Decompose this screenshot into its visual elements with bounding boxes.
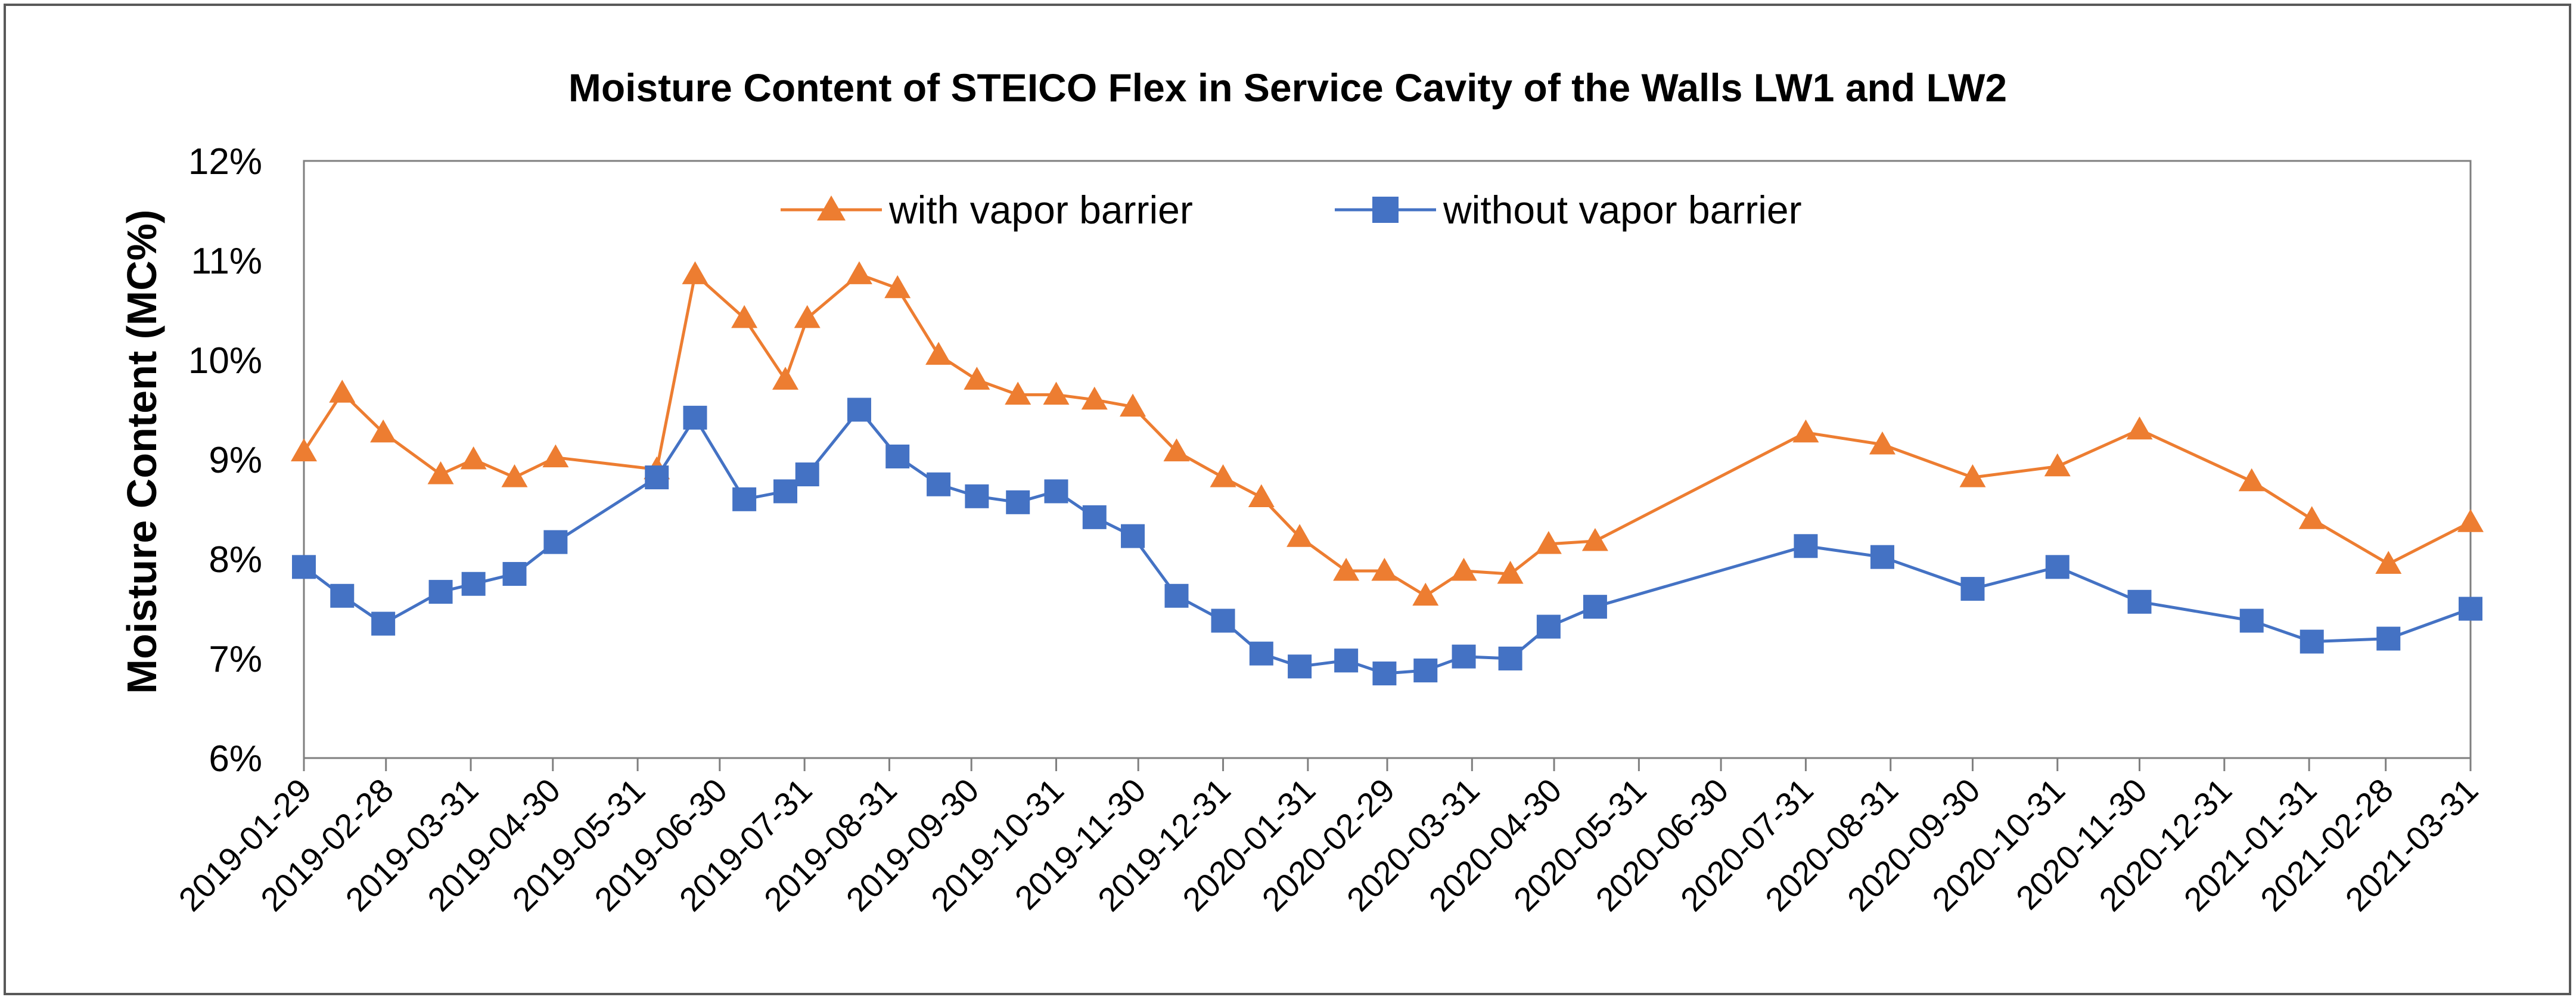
data-point-square [502, 562, 527, 586]
data-point-triangle [772, 367, 798, 390]
y-tick-label: 6% [209, 738, 262, 779]
data-point-square [965, 484, 989, 508]
data-point-square [1794, 534, 1818, 558]
data-point-triangle [2126, 416, 2153, 440]
data-point-square [543, 530, 568, 554]
data-point-triangle [1043, 381, 1070, 405]
chart-frame [4, 4, 2571, 995]
data-point-triangle [1869, 431, 1896, 455]
data-point-square [2376, 626, 2401, 651]
data-point-triangle [682, 261, 709, 284]
data-point-square [773, 479, 797, 504]
data-point-square [2045, 555, 2069, 579]
data-point-triangle [460, 446, 487, 470]
legend: with vapor barrier without vapor barrier [781, 188, 1802, 232]
data-point-square [1249, 641, 1273, 666]
data-point-triangle [884, 275, 911, 299]
data-point-square [1044, 479, 1068, 504]
chart-title: Moisture Content of STEICO Flex in Servi… [568, 66, 2007, 110]
data-point-triangle [964, 367, 990, 390]
data-point-triangle [427, 461, 454, 485]
series-line [303, 408, 2471, 675]
data-point-triangle [925, 341, 952, 365]
data-point-square [461, 572, 486, 596]
data-point-triangle [2238, 468, 2265, 492]
legend-label: without vapor barrier [1443, 188, 1802, 232]
data-point-square [1452, 644, 1476, 669]
data-point-triangle [1005, 381, 1031, 405]
data-point-square [371, 611, 396, 636]
y-tick-label: 12% [188, 141, 262, 182]
data-point-square [428, 580, 453, 604]
data-point-square [1288, 654, 1312, 679]
data-point-triangle [1959, 464, 1986, 487]
data-point-square [2127, 589, 2152, 614]
data-point-triangle [1412, 582, 1439, 606]
data-point-square [885, 444, 910, 468]
y-tick-label: 10% [188, 340, 262, 381]
data-point-triangle [846, 261, 872, 284]
data-point-triangle [291, 438, 317, 462]
y-tick-label: 7% [209, 639, 262, 680]
data-point-square [645, 465, 669, 490]
data-point-square [732, 487, 757, 511]
data-point-triangle [1581, 527, 1608, 551]
data-point-square [1583, 595, 1607, 619]
data-point-triangle [370, 419, 397, 443]
y-tick-label: 9% [209, 440, 262, 481]
data-point-triangle [731, 305, 758, 328]
data-point-square [1536, 614, 1561, 639]
data-point-triangle [2457, 509, 2484, 532]
data-point-square [847, 397, 871, 422]
series-line [302, 272, 2472, 598]
data-point-square [330, 583, 355, 608]
data-point-square [1498, 647, 1522, 670]
data-point-triangle [542, 444, 569, 468]
data-point-triangle [1333, 558, 1360, 581]
data-point-square [683, 405, 707, 430]
data-point-triangle [1081, 386, 1108, 410]
data-point-square [1870, 545, 1894, 569]
data-point-triangle [794, 305, 821, 328]
data-point-triangle [1535, 530, 1562, 554]
series-without-vapor-barrier [292, 397, 2482, 686]
data-point-square [795, 462, 819, 487]
data-point-triangle [2375, 551, 2402, 574]
data-point-square [1413, 659, 1438, 683]
data-point-triangle [1287, 524, 1313, 547]
data-point-square [1960, 577, 1985, 601]
data-point-square [1006, 490, 1030, 514]
data-point-square [1121, 524, 1145, 548]
data-point-square [1211, 608, 1235, 633]
data-point-square [2239, 608, 2264, 633]
legend-label: with vapor barrier [888, 188, 1193, 232]
legend-marker-square [1372, 197, 1399, 223]
data-point-square [292, 555, 316, 579]
data-point-square [1334, 648, 1359, 673]
y-tick-label: 11% [191, 241, 263, 282]
data-point-square [2300, 629, 2324, 654]
data-point-square [927, 472, 951, 496]
data-point-triangle [2298, 506, 2325, 529]
data-point-triangle [1248, 484, 1275, 507]
series-with-vapor-barrier [291, 261, 2484, 606]
y-tick-label: 8% [209, 539, 262, 580]
data-point-triangle [1371, 558, 1398, 581]
data-point-triangle [2044, 453, 2071, 477]
data-point-triangle [1210, 464, 1236, 487]
data-point-triangle [501, 464, 528, 487]
data-point-square [1372, 662, 1397, 686]
data-point-triangle [1163, 438, 1190, 462]
y-axis-label: Moisture Content (MC%) [119, 210, 165, 694]
data-point-triangle [329, 380, 356, 403]
data-point-triangle [1120, 393, 1146, 417]
data-point-square [1082, 505, 1107, 529]
legend-marker-triangle [817, 195, 846, 221]
data-point-triangle [1497, 561, 1524, 584]
data-point-square [1164, 583, 1189, 608]
data-point-triangle [1450, 558, 1477, 581]
data-point-triangle [1792, 419, 1819, 443]
data-point-square [2459, 597, 2482, 621]
